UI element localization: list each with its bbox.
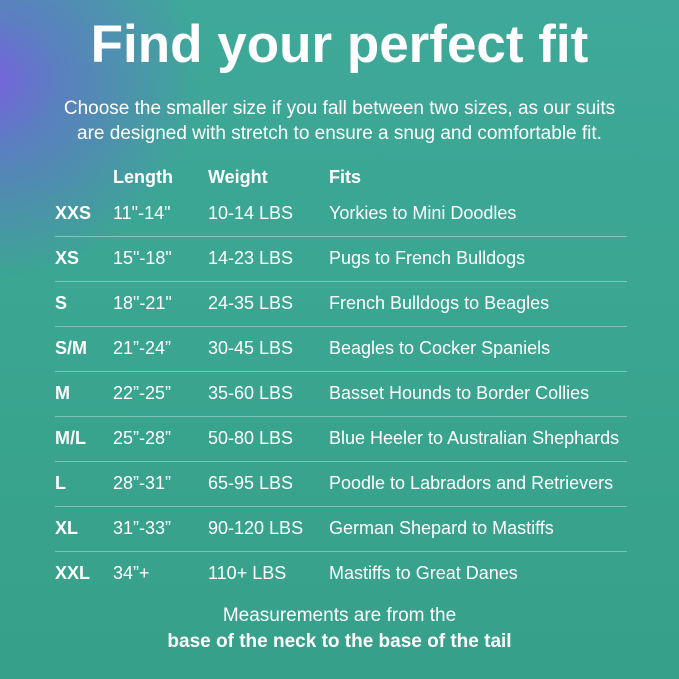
header-weight: Weight (208, 167, 268, 187)
header-length: Length (113, 167, 173, 187)
table-row: XXL 34”+ 110+ LBS Mastiffs to Great Danes (0, 563, 679, 587)
cell-size: M (55, 383, 70, 403)
row-divider (55, 551, 627, 552)
cell-size: XL (55, 518, 79, 538)
page-title: Find your perfect fit (90, 15, 589, 74)
footer-note: Measurements are from the (222, 605, 457, 626)
cell-weight: 110+ LBS (208, 563, 287, 583)
cell-weight: 65-95 LBS (208, 473, 294, 493)
cell-weight: 14-23 LBS (208, 248, 294, 268)
row-divider (55, 506, 627, 507)
footer-note-bold: base of the neck to the base of the tail (167, 631, 512, 652)
row-divider (55, 461, 627, 462)
row-divider (55, 326, 627, 327)
table-row: XXS 11"-14" 10-14 LBS Yorkies to Mini Doodl… (0, 203, 679, 227)
table-row: S 18"-21" 24-35 LBS French Bulldogs to Beag… (0, 293, 679, 317)
cell-weight: 30-45 LBS (208, 338, 294, 358)
cell-length: 18"-21" (113, 293, 172, 313)
cell-size: S (55, 293, 68, 313)
cell-length: 31”-33” (113, 518, 172, 538)
subtitle-line: Choose the smaller size if you fall betw… (63, 98, 616, 119)
cell-size: XXS (55, 203, 92, 223)
cell-weight: 35-60 LBS (208, 383, 294, 403)
cell-fits: Mastiffs to Great Danes (329, 563, 518, 583)
cell-size: L (55, 473, 66, 493)
row-divider (55, 416, 627, 417)
cell-fits: German Shepard to Mastiffs (329, 518, 554, 538)
cell-length: 15"-18" (113, 248, 172, 268)
cell-length: 22”-25” (113, 383, 172, 403)
cell-fits: Blue Heeler to Australian Shephards (329, 428, 620, 448)
cell-fits: Poodle to Labradors and Retrievers (329, 473, 614, 493)
cell-fits: Yorkies to Mini Doodles (329, 203, 517, 223)
table-row: M/L 25”-28” 50-80 LBS Blue Heeler to Austra… (0, 428, 679, 452)
cell-length: 11"-14" (113, 203, 171, 223)
cell-fits: Basset Hounds to Border Collies (329, 383, 590, 403)
row-divider (55, 236, 627, 237)
cell-fits: French Bulldogs to Beagles (329, 293, 550, 313)
cell-size: S/M (55, 338, 88, 358)
table-row: S/M 21”-24” 30-45 LBS Beagles to Cocker Spa… (0, 338, 679, 362)
row-divider (55, 371, 627, 372)
cell-length: 25”-28” (113, 428, 172, 448)
cell-size: XXL (55, 563, 91, 583)
subtitle-line: are designed with stretch to ensure a sn… (77, 123, 602, 144)
table-row: L 28”-31” 65-95 LBS Poodle to Labradors and… (0, 473, 679, 497)
cell-fits: Beagles to Cocker Spaniels (329, 338, 551, 358)
cell-weight: 10-14 LBS (208, 203, 294, 223)
header-fits: Fits (329, 167, 362, 187)
cell-length: 28”-31” (113, 473, 172, 493)
subtitle: Choose the smaller size if you fall betw… (0, 96, 679, 146)
cell-weight: 24-35 LBS (208, 293, 294, 313)
cell-size: M/L (55, 428, 86, 448)
table-row: M 22”-25” 35-60 LBS Basset Hounds to Border… (0, 383, 679, 407)
cell-weight: 50-80 LBS (208, 428, 294, 448)
cell-length: 21”-24” (113, 338, 172, 358)
table-header: Length Weight Fits (0, 167, 679, 191)
cell-length: 34”+ (113, 563, 150, 583)
row-divider (55, 281, 627, 282)
table-row: XL 31”-33” 90-120 LBS German Shepard to Mas… (0, 518, 679, 542)
cell-size: XS (55, 248, 80, 268)
cell-fits: Pugs to French Bulldogs (329, 248, 526, 268)
cell-weight: 90-120 LBS (208, 518, 304, 538)
table-row: XS 15"-18" 14-23 LBS Pugs to French Bulldog… (0, 248, 679, 272)
